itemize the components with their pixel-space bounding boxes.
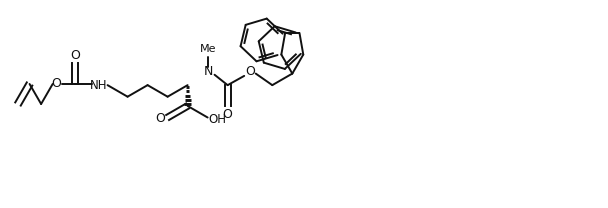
Text: NH: NH [90, 79, 108, 92]
Text: O: O [223, 108, 233, 120]
Text: OH: OH [209, 113, 226, 126]
Text: O: O [71, 49, 80, 62]
Text: O: O [51, 77, 61, 90]
Text: N: N [204, 65, 213, 78]
Text: O: O [245, 65, 255, 78]
Text: Me: Me [200, 44, 216, 54]
Text: O: O [155, 111, 165, 125]
